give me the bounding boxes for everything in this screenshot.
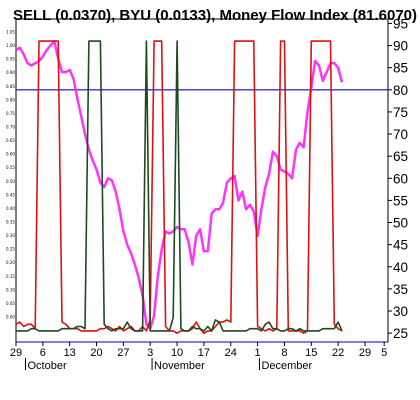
left-tick-label-3: 0.15 <box>6 274 15 279</box>
left-tick-label-1: 0.05 <box>6 301 15 306</box>
x-tick-label-7: 6 <box>40 347 46 359</box>
left-tick-label-14: 0.70 <box>6 125 15 130</box>
left-tick-label-13: 0.65 <box>6 138 15 143</box>
x-tick-label-14: 13 <box>64 347 76 359</box>
left-tick-label-0: 0.00 <box>6 315 15 320</box>
x-tick-label-49: 17 <box>198 347 210 359</box>
x-tick-label-63: 1 <box>255 347 261 359</box>
x-tick-label-28: 27 <box>117 347 129 359</box>
series-layer <box>15 39 344 335</box>
left-tick-label-9: 0.45 <box>6 192 15 197</box>
right-tick-label-55: 55 <box>393 193 408 208</box>
left-tick-label-5: 0.25 <box>6 247 15 252</box>
x-tick-label-56: 24 <box>225 347 237 359</box>
grid-layer <box>15 18 389 343</box>
left-tick-label-19: 0.95 <box>6 57 15 62</box>
right-tick-label-25: 25 <box>393 326 408 341</box>
left-tick-label-2: 0.10 <box>6 287 15 292</box>
right-tick-label-65: 65 <box>393 149 408 164</box>
left-tick-label-11: 0.55 <box>6 165 15 170</box>
chart-title: SELL (0.0370), BYU (0.0133), Money Flow … <box>13 7 417 24</box>
right-tick-label-85: 85 <box>393 61 408 76</box>
month-label-36: November <box>154 360 205 372</box>
left-tick-label-20: 1.00 <box>6 43 15 48</box>
x-tick-label-21: 20 <box>90 347 102 359</box>
right-tick-label-80: 80 <box>393 83 408 98</box>
x-tick-label-96: 5 <box>381 347 387 359</box>
left-tick-label-17: 0.85 <box>6 84 15 89</box>
right-tick-label-50: 50 <box>393 216 408 231</box>
left-tick-label-18: 0.90 <box>6 70 15 75</box>
x-tick-label-70: 8 <box>281 347 287 359</box>
x-tick-label-91: 29 <box>359 347 371 359</box>
right-tick-label-95: 95 <box>393 16 408 31</box>
right-tick-label-40: 40 <box>393 260 408 275</box>
x-tick-label-84: 22 <box>332 347 344 359</box>
left-tick-label-12: 0.60 <box>6 152 15 157</box>
right-tick-label-75: 75 <box>393 105 408 120</box>
axis-layer: 2530354045505560657075808590950.000.050.… <box>6 16 408 372</box>
left-tick-label-15: 0.75 <box>6 111 15 116</box>
month-label-64: December <box>261 360 312 372</box>
left-tick-label-7: 0.35 <box>6 220 15 225</box>
right-tick-label-35: 35 <box>393 282 408 297</box>
left-tick-label-10: 0.50 <box>6 179 15 184</box>
left-tick-label-4: 0.20 <box>6 260 15 265</box>
left-tick-label-16: 0.80 <box>6 97 15 102</box>
right-tick-label-45: 45 <box>393 238 408 253</box>
left-tick-label-21: 1.05 <box>6 30 15 35</box>
x-tick-label-35: 3 <box>147 347 153 359</box>
right-tick-label-60: 60 <box>393 171 408 186</box>
series-line-byu <box>16 40 343 332</box>
x-tick-label-0: 29 <box>10 347 22 359</box>
x-tick-label-42: 10 <box>171 347 183 359</box>
left-tick-label-6: 0.30 <box>6 233 15 238</box>
right-tick-label-70: 70 <box>393 127 408 142</box>
left-tick-label-8: 0.40 <box>6 206 15 211</box>
right-tick-label-90: 90 <box>393 39 408 54</box>
right-tick-label-30: 30 <box>393 304 408 319</box>
x-tick-label-77: 15 <box>305 347 317 359</box>
month-label-3: October <box>28 360 67 372</box>
